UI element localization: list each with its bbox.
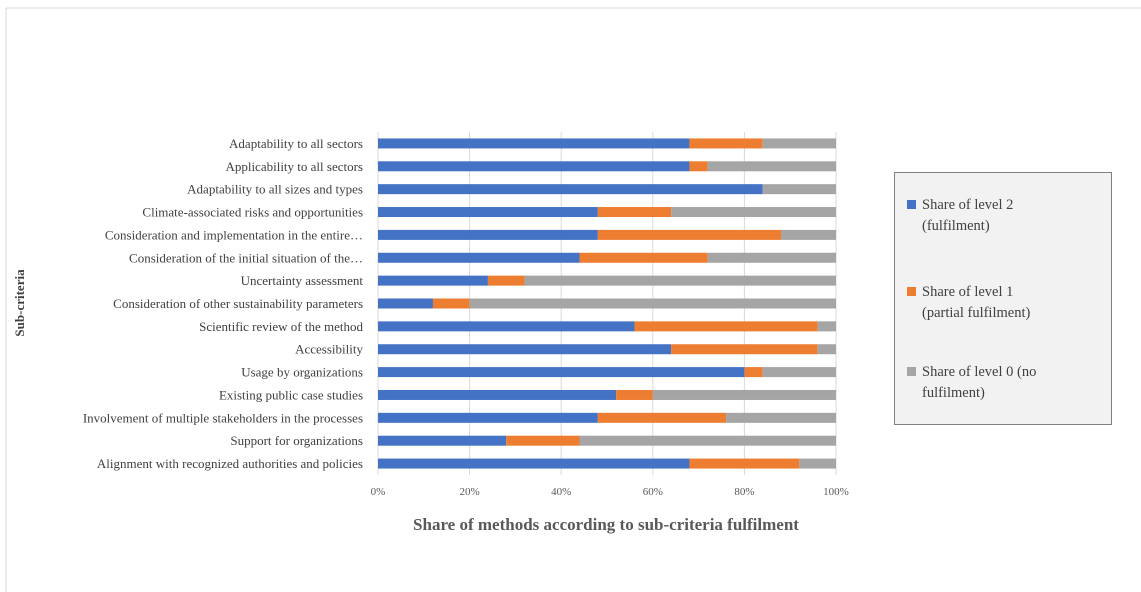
bar-segment-level-0 bbox=[799, 458, 836, 469]
category-label: Consideration of the initial situation o… bbox=[129, 250, 363, 265]
category-label: Existing public case studies bbox=[219, 387, 363, 402]
bar-segment-level-0 bbox=[579, 435, 836, 446]
category-label: Consideration of other sustainability pa… bbox=[113, 296, 363, 311]
bar-segment-level-1 bbox=[689, 161, 708, 172]
bar-segment-level-0 bbox=[726, 412, 836, 423]
bar-segment-level-1 bbox=[689, 458, 800, 469]
x-tick-label: 60% bbox=[643, 486, 663, 498]
category-label: Adaptability to all sectors bbox=[229, 136, 363, 151]
bar-segment-level-2 bbox=[378, 412, 598, 423]
bar-segment-level-0 bbox=[781, 229, 836, 240]
bar-segment-level-2 bbox=[378, 321, 635, 332]
y-axis-title: Sub-criteria bbox=[12, 269, 27, 337]
bar-segment-level-2 bbox=[378, 389, 617, 400]
bar-segment-level-0 bbox=[652, 389, 836, 400]
category-label: Consideration and implementation in the … bbox=[105, 227, 363, 242]
bar-segment-level-1 bbox=[616, 389, 653, 400]
x-tick-label: 40% bbox=[551, 486, 571, 498]
bar-segment-level-0 bbox=[524, 275, 836, 286]
legend-label: Share of level 0 (no fulfilment) bbox=[922, 364, 1037, 401]
category-label: Usage by organizations bbox=[241, 365, 363, 380]
bar-segment-level-0 bbox=[762, 367, 836, 378]
category-labels: Adaptability to all sectors Applicability… bbox=[83, 136, 364, 471]
category-label: Involvement of multiple stakeholders in … bbox=[83, 410, 363, 425]
legend-item-level-0: Share of level 0 (no fulfilment) bbox=[907, 362, 1107, 404]
category-label: Uncertainty assessment bbox=[241, 273, 364, 288]
x-tick-label: 80% bbox=[734, 486, 754, 498]
bar-segment-level-1 bbox=[506, 435, 580, 446]
category-label: Climate-associated risks and opportuniti… bbox=[142, 205, 363, 220]
bar-segment-level-2 bbox=[378, 161, 690, 172]
bar-segment-level-2 bbox=[378, 458, 690, 469]
legend-swatch bbox=[907, 287, 916, 296]
category-label: Support for organizations bbox=[230, 433, 363, 448]
x-tick-labels: 0% 20% 40% 60% 80% 100% bbox=[371, 486, 849, 498]
bar-segment-level-1 bbox=[487, 275, 525, 286]
bar-segment-level-1 bbox=[689, 138, 763, 149]
legend-item-level-2: Share of level 2 (fulfilment) bbox=[907, 195, 1107, 237]
bar-segment-level-1 bbox=[671, 344, 818, 355]
bar-segment-level-1 bbox=[634, 321, 818, 332]
legend-swatch bbox=[907, 200, 916, 209]
bar-segment-level-2 bbox=[378, 275, 488, 286]
legend-label: Share of level 2 (fulfilment) bbox=[922, 197, 1014, 234]
category-label: Accessibility bbox=[295, 342, 363, 357]
bar-segment-level-2 bbox=[378, 229, 598, 240]
bar-segment-level-2 bbox=[378, 298, 433, 309]
bar-segment-level-0 bbox=[469, 298, 836, 309]
bar-segment-level-0 bbox=[817, 321, 836, 332]
bar-segment-level-2 bbox=[378, 367, 745, 378]
x-tick-label: 100% bbox=[823, 486, 849, 498]
x-axis-title: Share of methods according to sub-criter… bbox=[413, 515, 799, 534]
category-label: Adaptability to all sizes and types bbox=[187, 182, 363, 197]
bar-segment-level-2 bbox=[378, 138, 690, 149]
bar-segment-level-0 bbox=[671, 207, 836, 218]
legend-item-level-1: Share of level 1 (partial fulfilment) bbox=[907, 282, 1107, 324]
bar-segment-level-0 bbox=[817, 344, 836, 355]
bar-segment-level-2 bbox=[378, 344, 672, 355]
bar-segment-level-2 bbox=[378, 252, 580, 263]
x-tick-label: 0% bbox=[371, 486, 386, 498]
bar-segment-level-2 bbox=[378, 207, 598, 218]
bar-segment-level-1 bbox=[597, 207, 672, 218]
bar-segment-level-0 bbox=[762, 138, 836, 149]
bar-segment-level-2 bbox=[378, 435, 507, 446]
bar-segment-level-0 bbox=[707, 161, 836, 172]
category-label: Alignment with recognized authorities an… bbox=[97, 456, 363, 471]
bars bbox=[378, 138, 836, 469]
bar-segment-level-1 bbox=[432, 298, 470, 309]
legend: Share of level 2 (fulfilment) Share of lev… bbox=[894, 172, 1112, 425]
bar-segment-level-1 bbox=[744, 367, 763, 378]
bar-segment-level-1 bbox=[597, 412, 727, 423]
legend-label: Share of level 1 (partial fulfilment) bbox=[922, 284, 1031, 321]
legend-swatch bbox=[907, 367, 916, 376]
bar-segment-level-1 bbox=[579, 252, 708, 263]
bar-segment-level-0 bbox=[762, 184, 836, 195]
x-tick-label: 20% bbox=[460, 486, 480, 498]
bar-segment-level-1 bbox=[597, 229, 782, 240]
bar-segment-level-2 bbox=[378, 184, 763, 195]
category-label: Scientific review of the method bbox=[199, 319, 363, 334]
bar-segment-level-0 bbox=[707, 252, 836, 263]
category-label: Applicability to all sectors bbox=[225, 159, 363, 174]
